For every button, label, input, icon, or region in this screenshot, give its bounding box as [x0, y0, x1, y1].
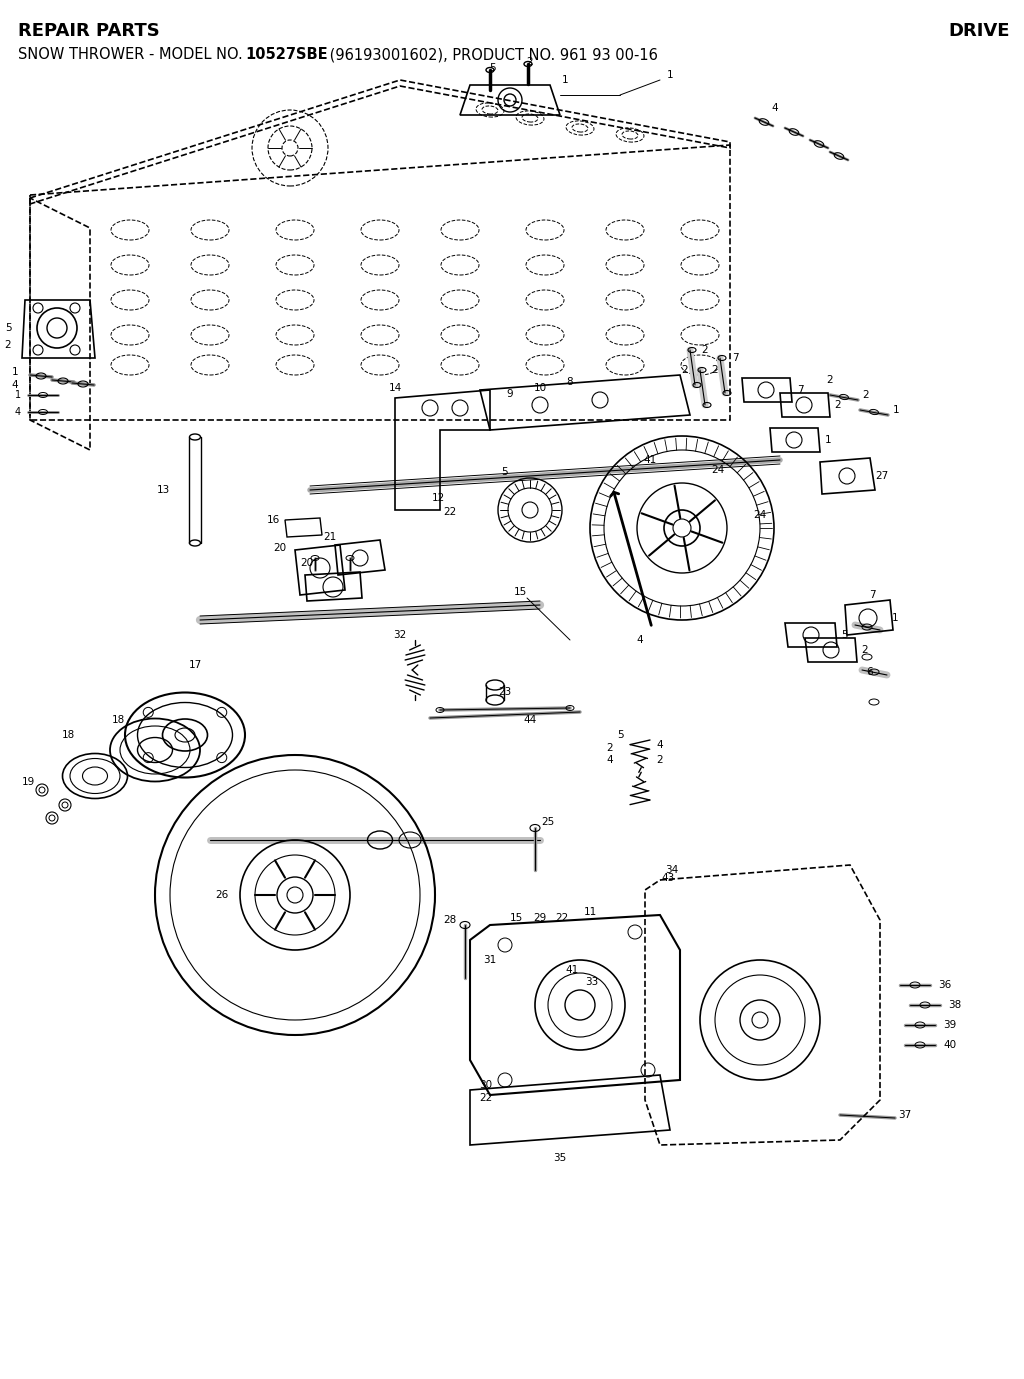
- Text: 37: 37: [898, 1110, 911, 1120]
- Text: 2: 2: [826, 375, 834, 385]
- Text: 5: 5: [488, 63, 496, 73]
- Text: 4: 4: [656, 741, 664, 750]
- Text: 2: 2: [862, 390, 869, 400]
- Text: 40: 40: [943, 1040, 956, 1049]
- Text: 2: 2: [606, 743, 613, 753]
- Text: 5: 5: [5, 323, 11, 332]
- Text: 2: 2: [861, 645, 868, 655]
- Text: 4: 4: [606, 754, 613, 765]
- Text: 44: 44: [523, 714, 537, 725]
- Text: 36: 36: [938, 980, 951, 990]
- Text: 22: 22: [555, 913, 568, 923]
- Text: 28: 28: [443, 916, 457, 925]
- Text: 1: 1: [892, 614, 898, 623]
- Text: 15: 15: [513, 587, 526, 597]
- Text: 2: 2: [712, 365, 718, 375]
- Text: 20: 20: [273, 543, 287, 553]
- Text: 4: 4: [772, 103, 778, 113]
- Text: 32: 32: [393, 630, 407, 640]
- Text: 12: 12: [431, 494, 444, 503]
- Text: 19: 19: [22, 776, 35, 787]
- Text: DRIVE: DRIVE: [948, 22, 1010, 40]
- Text: 24: 24: [754, 510, 767, 520]
- Text: 9: 9: [507, 389, 513, 399]
- Text: 16: 16: [266, 514, 280, 525]
- Text: 23: 23: [499, 687, 512, 696]
- Text: 2: 2: [682, 365, 688, 375]
- Text: 7: 7: [797, 385, 803, 394]
- Text: 43: 43: [662, 873, 675, 883]
- Text: 38: 38: [948, 1000, 962, 1009]
- Text: 29: 29: [534, 913, 547, 923]
- Text: 22: 22: [443, 507, 457, 517]
- Text: 2: 2: [5, 341, 11, 350]
- Text: 1: 1: [824, 434, 831, 445]
- Text: 18: 18: [61, 729, 75, 741]
- Text: 1: 1: [11, 367, 18, 376]
- Text: 31: 31: [483, 956, 497, 965]
- Text: 11: 11: [584, 907, 597, 917]
- Text: 10: 10: [534, 383, 547, 393]
- Text: 6: 6: [866, 667, 873, 677]
- Text: 33: 33: [586, 976, 599, 987]
- Text: 1: 1: [15, 390, 22, 400]
- Text: 30: 30: [479, 1080, 493, 1089]
- Text: 17: 17: [188, 661, 202, 670]
- Text: 4: 4: [637, 634, 643, 645]
- Text: (96193001602), PRODUCT NO. 961 93 00-16: (96193001602), PRODUCT NO. 961 93 00-16: [325, 47, 657, 62]
- Text: 10527SBE: 10527SBE: [245, 47, 328, 62]
- Text: 13: 13: [157, 485, 170, 495]
- Text: 25: 25: [542, 816, 555, 827]
- Text: 2: 2: [701, 345, 709, 354]
- Text: 24: 24: [712, 465, 725, 474]
- Text: 21: 21: [324, 532, 337, 542]
- Text: 14: 14: [388, 383, 401, 393]
- Text: 22: 22: [479, 1094, 493, 1103]
- Text: REPAIR PARTS: REPAIR PARTS: [18, 22, 160, 40]
- Text: 41: 41: [565, 965, 579, 975]
- Text: 4: 4: [11, 381, 18, 390]
- Text: 34: 34: [666, 865, 679, 876]
- Text: 4: 4: [15, 407, 22, 416]
- Text: 1: 1: [667, 70, 674, 80]
- Text: 39: 39: [943, 1020, 956, 1030]
- Text: 26: 26: [215, 889, 228, 900]
- Text: 2: 2: [835, 400, 842, 410]
- Text: 20: 20: [300, 558, 313, 568]
- Text: 27: 27: [876, 472, 889, 481]
- Text: 35: 35: [553, 1153, 566, 1162]
- Text: SNOW THROWER - MODEL NO.: SNOW THROWER - MODEL NO.: [18, 47, 248, 62]
- Text: 2: 2: [656, 754, 664, 765]
- Text: 7: 7: [732, 353, 738, 363]
- Text: 18: 18: [112, 714, 125, 725]
- Text: 1: 1: [893, 405, 899, 415]
- Text: 7: 7: [868, 590, 876, 600]
- Text: 8: 8: [566, 376, 573, 387]
- Text: 41: 41: [643, 455, 656, 465]
- Text: 15: 15: [509, 913, 522, 923]
- Text: 5: 5: [616, 729, 624, 741]
- Text: 5: 5: [502, 467, 508, 477]
- Text: 1: 1: [562, 74, 568, 85]
- Text: 2: 2: [526, 57, 534, 68]
- Text: 5: 5: [842, 630, 848, 640]
